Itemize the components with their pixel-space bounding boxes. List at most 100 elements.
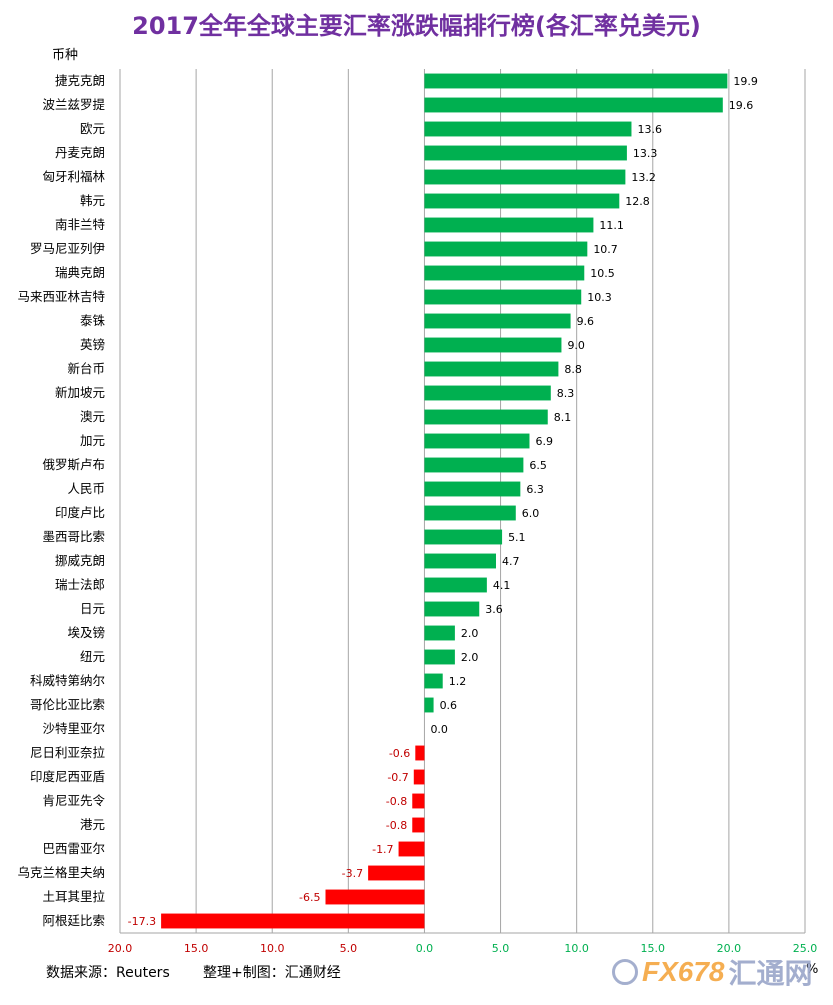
category-label: 沙特里亚尔 <box>42 721 105 736</box>
value-label: -17.3 <box>128 915 156 928</box>
bar <box>424 289 582 305</box>
value-label: 13.6 <box>637 123 662 136</box>
category-label: 尼日利亚奈拉 <box>30 745 106 760</box>
category-label: 日元 <box>80 601 105 616</box>
bar <box>424 193 620 209</box>
bar <box>415 745 425 761</box>
value-label: 6.9 <box>535 435 553 448</box>
logo-cn-text: 汇通网 <box>728 958 813 989</box>
value-label: -6.5 <box>299 891 320 904</box>
category-label: 新台币 <box>67 361 105 376</box>
x-tick-label: 10.0 <box>564 942 589 955</box>
bar <box>424 313 571 329</box>
category-label: 马来西亚林吉特 <box>17 289 105 304</box>
bar <box>368 865 425 881</box>
category-label: 瑞士法郎 <box>55 577 105 592</box>
value-label: 10.3 <box>587 291 612 304</box>
x-tick-label: 5.0 <box>492 942 510 955</box>
category-label: 墨西哥比索 <box>42 529 105 544</box>
x-tick-label: 0.0 <box>416 942 434 955</box>
value-label: -0.7 <box>387 771 408 784</box>
category-label: 乌克兰格里夫纳 <box>17 865 105 880</box>
category-label: 俄罗斯卢布 <box>42 457 105 472</box>
fx678-logo: FX678 汇通网 <box>612 952 813 992</box>
category-label: 挪威克朗 <box>55 553 105 568</box>
value-label: 0.6 <box>440 699 458 712</box>
data-source: 数据来源：Reuters <box>46 965 170 981</box>
bar <box>424 385 551 401</box>
category-label: 瑞典克朗 <box>55 265 105 280</box>
bar <box>424 73 728 89</box>
bar <box>424 553 496 569</box>
logo-circle-icon <box>612 959 638 985</box>
category-label: 纽元 <box>80 649 105 664</box>
bar <box>325 889 425 905</box>
value-label: 6.5 <box>529 459 547 472</box>
category-label: 南非兰特 <box>55 217 105 232</box>
value-label: 12.8 <box>625 195 650 208</box>
x-tick-label: 15.0 <box>184 942 209 955</box>
bar <box>424 409 548 425</box>
value-label: 13.2 <box>631 171 656 184</box>
category-label: 匈牙利福林 <box>42 169 105 184</box>
category-label: 哥伦比亚比索 <box>30 697 105 712</box>
value-label: 8.8 <box>564 363 582 376</box>
bar <box>424 625 455 641</box>
category-label: 捷克克朗 <box>55 73 105 88</box>
bar <box>424 145 627 161</box>
value-label: -0.8 <box>386 819 407 832</box>
category-label: 肯尼亚先令 <box>42 793 105 808</box>
value-label: 2.0 <box>461 627 479 640</box>
category-label: 丹麦克朗 <box>55 145 105 160</box>
bar <box>424 577 487 593</box>
category-label: 泰铢 <box>80 313 106 328</box>
category-label: 印度尼西亚盾 <box>30 769 105 784</box>
value-unit-label: % <box>806 962 819 977</box>
value-label: 3.6 <box>485 603 503 616</box>
bar <box>424 337 562 353</box>
category-label: 港元 <box>80 817 105 832</box>
bar <box>424 505 516 521</box>
category-label: 人民币 <box>67 481 105 496</box>
x-tick-label: 15.0 <box>641 942 666 955</box>
value-label: 1.2 <box>449 675 467 688</box>
category-label: 英镑 <box>80 337 105 352</box>
category-label: 新加坡元 <box>55 385 105 400</box>
value-label: 9.6 <box>577 315 595 328</box>
bar <box>424 673 443 689</box>
category-label: 埃及镑 <box>67 625 105 640</box>
category-label: 欧元 <box>80 121 105 136</box>
x-tick-label: 20.0 <box>108 942 133 955</box>
bar <box>424 217 594 233</box>
bar <box>424 433 530 449</box>
bar <box>424 529 503 545</box>
value-label: 2.0 <box>461 651 479 664</box>
value-label: 6.0 <box>522 507 540 520</box>
bar <box>412 793 425 809</box>
value-label: 5.1 <box>508 531 525 544</box>
bar <box>413 769 425 785</box>
bar <box>424 265 585 281</box>
bar <box>424 241 588 257</box>
value-label: 9.0 <box>567 339 585 352</box>
bar <box>424 169 626 185</box>
value-label: 10.7 <box>593 243 618 256</box>
bar <box>424 457 524 473</box>
x-tick-label: 5.0 <box>340 942 358 955</box>
bar <box>424 361 559 377</box>
value-label: -3.7 <box>342 867 363 880</box>
bar <box>161 913 425 929</box>
value-label: 4.7 <box>502 555 520 568</box>
chart-title: 2017全年全球主要汇率涨跌幅排行榜(各汇率兑美元) <box>132 12 701 40</box>
category-axis-label: 币种 <box>52 48 79 63</box>
category-label: 罗马尼亚列伊 <box>30 241 105 256</box>
bar <box>424 697 434 713</box>
value-label: 11.1 <box>599 219 624 232</box>
x-tick-label: 25.0 <box>793 942 818 955</box>
value-label: 19.6 <box>729 99 754 112</box>
value-label: 0.0 <box>430 723 448 736</box>
value-label: 4.1 <box>493 579 511 592</box>
category-label: 科威特第纳尔 <box>30 673 105 688</box>
value-label: -0.6 <box>389 747 410 760</box>
